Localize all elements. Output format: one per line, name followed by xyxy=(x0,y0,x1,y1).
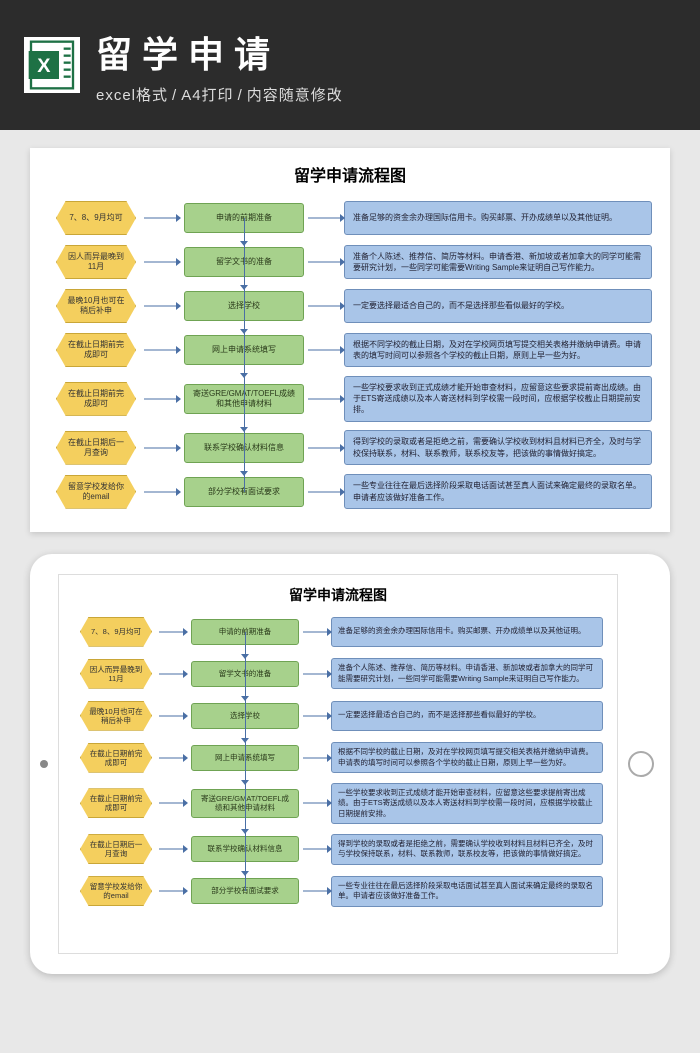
flow-time-hex: 因人而异最晚到11月 xyxy=(56,245,136,279)
flow-row: 最晚10月也可在稍后补申选择学校一定要选择最适合自己的，而不是选择那些看似最好的… xyxy=(73,695,603,737)
header-band: X 留学申请 excel格式/A4打印/内容随意修改 xyxy=(0,0,700,130)
page-title: 留学申请 xyxy=(96,26,343,78)
flow-row: 留意学校发给你的email部分学校有面试要求一些专业往往在最后选择阶段采取电话面… xyxy=(48,470,652,514)
flow-desc-box: 一些学校要求收到正式成绩才能开始审查材料，应留意这些要求提前寄出成绩。由于ETS… xyxy=(344,376,652,422)
flow-time-hex: 在截止日期前完成即可 xyxy=(80,788,152,818)
flow-time-hex: 在截止日期前完成即可 xyxy=(56,382,136,416)
flow-desc-box: 一些专业往往在最后选择阶段采取电话面试甚至真人面试来确定最终的录取名单。申请者应… xyxy=(331,876,603,907)
flowchart-preview-tablet: 留学申请流程图 7、8、9月均可申请的前期准备准备足够的资金余办理国际信用卡。购… xyxy=(30,554,670,974)
flow-desc-box: 一定要选择最适合自己的，而不是选择那些看似最好的学校。 xyxy=(344,289,652,323)
flow-row: 在截止日期前完成即可寄送GRE/GMAT/TOEFL成绩和其他申请材料一些学校要… xyxy=(73,779,603,829)
flow-desc-box: 准备足够的资金余办理国际信用卡。购买邮票、开办成绩单以及其他证明。 xyxy=(331,617,603,647)
flow-desc-box: 准备个人陈述、推荐信、简历等材料。申请香港、新加坡或者加拿大的同学可能需要研究计… xyxy=(344,245,652,279)
flow-time-hex: 7、8、9月均可 xyxy=(56,201,136,235)
flow-row: 在截止日期后一月查询联系学校确认材料信息得到学校的录取或者是拒绝之前，需要确认学… xyxy=(73,828,603,870)
tablet-camera-icon xyxy=(40,760,48,768)
tablet-screen: 留学申请流程图 7、8、9月均可申请的前期准备准备足够的资金余办理国际信用卡。购… xyxy=(58,574,618,954)
flow-title: 留学申请流程图 xyxy=(48,162,652,186)
flow-row: 因人而异最晚到11月留学文书的准备准备个人陈述、推荐信、简历等材料。申请香港、新… xyxy=(73,653,603,695)
flow-time-hex: 最晚10月也可在稍后补申 xyxy=(56,289,136,323)
svg-text:X: X xyxy=(37,55,51,77)
flow-time-hex: 留意学校发给你的email xyxy=(80,876,152,906)
flow-desc-box: 一定要选择最适合自己的，而不是选择那些看似最好的学校。 xyxy=(331,701,603,731)
flow-desc-box: 准备个人陈述、推荐信、简历等材料。申请香港、新加坡或者加拿大的同学可能需要研究计… xyxy=(331,658,603,689)
flow-row: 7、8、9月均可申请的前期准备准备足够的资金余办理国际信用卡。购买邮票、开办成绩… xyxy=(73,611,603,653)
flow-time-hex: 在截止日期后一月查询 xyxy=(80,834,152,864)
excel-icon: X xyxy=(24,37,80,93)
subtitle-part: 内容随意修改 xyxy=(247,87,343,104)
flow-row: 在截止日期前完成即可寄送GRE/GMAT/TOEFL成绩和其他申请材料一些学校要… xyxy=(48,372,652,426)
page-subtitle: excel格式/A4打印/内容随意修改 xyxy=(96,84,343,105)
flowchart-preview-sheet: 留学申请流程图 7、8、9月均可申请的前期准备准备足够的资金余办理国际信用卡。购… xyxy=(30,148,670,532)
flow-time-hex: 在截止日期前完成即可 xyxy=(56,333,136,367)
flow-row: 在截止日期后一月查询联系学校确认材料信息得到学校的录取或者是拒绝之前，需要确认学… xyxy=(48,426,652,470)
subtitle-part: A4打印 xyxy=(181,87,233,104)
flow-desc-box: 根据不同学校的截止日期，及对在学校网页填写提交相关表格并缴纳申请费。申请表的填写… xyxy=(344,333,652,367)
flow-time-hex: 最晚10月也可在稍后补申 xyxy=(80,701,152,731)
flow-desc-box: 得到学校的录取或者是拒绝之前，需要确认学校收到材料且材料已齐全，及时与学校保持联… xyxy=(344,430,652,464)
flow-rows: 7、8、9月均可申请的前期准备准备足够的资金余办理国际信用卡。购买邮票、开办成绩… xyxy=(48,196,652,514)
flow-time-hex: 7、8、9月均可 xyxy=(80,617,152,647)
flow-row: 7、8、9月均可申请的前期准备准备足够的资金余办理国际信用卡。购买邮票、开办成绩… xyxy=(48,196,652,240)
flow-desc-box: 根据不同学校的截止日期，及对在学校网页填写提交相关表格并缴纳申请费。申请表的填写… xyxy=(331,742,603,773)
flow-time-hex: 因人而异最晚到11月 xyxy=(80,659,152,689)
flow-row: 在截止日期前完成即可网上申请系统填写根据不同学校的截止日期，及对在学校网页填写提… xyxy=(48,328,652,372)
flow-row: 在截止日期前完成即可网上申请系统填写根据不同学校的截止日期，及对在学校网页填写提… xyxy=(73,737,603,779)
tablet-home-button-icon xyxy=(628,751,654,777)
header-text: 留学申请 excel格式/A4打印/内容随意修改 xyxy=(96,26,343,105)
flow-desc-box: 准备足够的资金余办理国际信用卡。购买邮票、开办成绩单以及其他证明。 xyxy=(344,201,652,235)
flow-row: 留意学校发给你的email部分学校有面试要求一些专业往往在最后选择阶段采取电话面… xyxy=(73,870,603,912)
subtitle-part: excel格式 xyxy=(96,87,168,104)
flow-time-hex: 在截止日期后一月查询 xyxy=(56,431,136,465)
flow-title: 留学申请流程图 xyxy=(73,585,603,605)
flow-time-hex: 留意学校发给你的email xyxy=(56,475,136,509)
flow-row: 因人而异最晚到11月留学文书的准备准备个人陈述、推荐信、简历等材料。申请香港、新… xyxy=(48,240,652,284)
flow-time-hex: 在截止日期前完成即可 xyxy=(80,743,152,773)
flow-desc-box: 一些学校要求收到正式成绩才能开始审查材料，应留意这些要求提前寄出成绩。由于ETS… xyxy=(331,783,603,825)
flow-rows: 7、8、9月均可申请的前期准备准备足够的资金余办理国际信用卡。购买邮票、开办成绩… xyxy=(73,611,603,913)
flow-desc-box: 一些专业往往在最后选择阶段采取电话面试甚至真人面试来确定最终的录取名单。申请者应… xyxy=(344,474,652,508)
flow-row: 最晚10月也可在稍后补申选择学校一定要选择最适合自己的，而不是选择那些看似最好的… xyxy=(48,284,652,328)
flow-desc-box: 得到学校的录取或者是拒绝之前，需要确认学校收到材料且材料已齐全，及时与学校保持联… xyxy=(331,834,603,865)
